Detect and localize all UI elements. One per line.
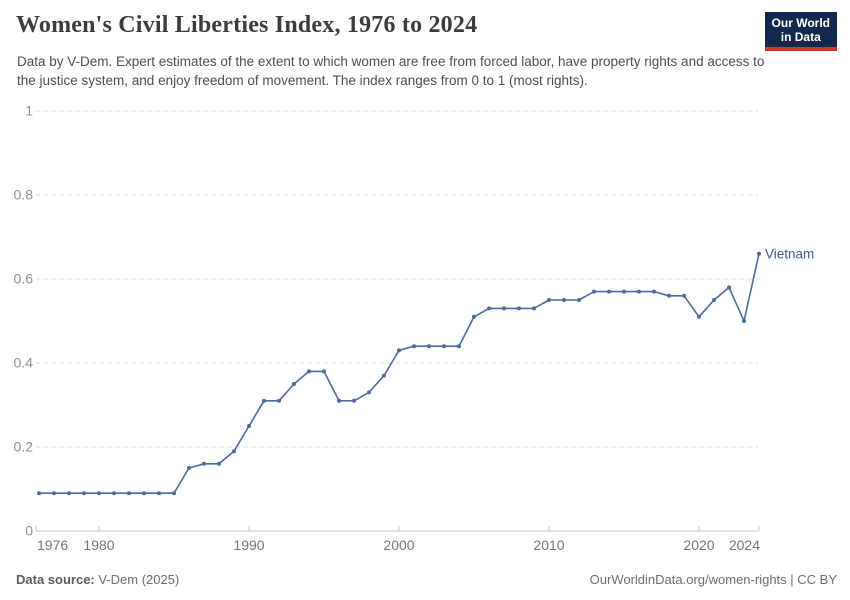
x-tick-label: 2024 [729,537,760,553]
data-point[interactable] [337,398,341,403]
data-point[interactable] [232,449,236,454]
data-point[interactable] [277,398,281,403]
data-point[interactable] [367,390,371,395]
data-point[interactable] [562,298,566,302]
data-point[interactable] [547,298,551,302]
owid-logo-line1: Our World [771,16,830,30]
data-point[interactable] [652,289,656,294]
data-point[interactable] [127,491,131,496]
data-point[interactable] [727,285,731,290]
data-point[interactable] [742,319,746,323]
data-point[interactable] [352,398,356,403]
y-tick-label: 0 [25,523,33,539]
data-point[interactable] [637,289,641,294]
x-tick-label: 1980 [83,537,114,553]
data-point[interactable] [142,491,146,496]
data-point[interactable] [487,306,491,311]
data-point[interactable] [292,382,296,386]
credit-link[interactable]: OurWorldinData.org/women-rights | CC BY [589,572,837,587]
data-source-label: Data source: [16,572,95,587]
data-point[interactable] [67,491,71,496]
data-point[interactable] [82,491,86,496]
data-point[interactable] [472,314,476,319]
chart-subtitle: Data by V-Dem. Expert estimates of the e… [17,54,765,89]
data-source: Data source: V-Dem (2025) [16,572,179,587]
data-point[interactable] [307,369,311,374]
data-point[interactable] [172,491,176,496]
series-label-vietnam[interactable]: Vietnam [765,246,814,261]
data-point[interactable] [712,298,716,302]
data-point[interactable] [607,289,611,294]
x-tick-label: 2000 [383,537,414,553]
data-point[interactable] [517,306,521,311]
data-point[interactable] [757,251,761,256]
data-point[interactable] [202,461,206,466]
data-point[interactable] [502,306,506,311]
x-tick-label: 2010 [533,537,564,553]
y-tick-label: 0.4 [14,355,34,371]
data-point[interactable] [667,293,671,298]
series-line-vietnam[interactable] [38,253,760,495]
x-tick-label: 1976 [37,537,68,553]
data-point[interactable] [322,369,326,374]
data-point[interactable] [52,491,56,496]
data-point[interactable] [97,491,101,496]
data-point[interactable] [247,424,251,428]
data-point[interactable] [592,289,596,294]
owid-logo-line2: in Data [780,30,821,44]
data-point[interactable] [382,373,386,378]
y-tick-label: 1 [25,103,33,119]
data-point[interactable] [682,293,686,298]
data-point[interactable] [427,344,431,349]
x-tick-label: 2020 [683,537,714,553]
data-point[interactable] [397,348,401,353]
data-point[interactable] [457,344,461,349]
y-tick-label: 0.6 [14,271,34,287]
data-point[interactable] [187,466,191,470]
data-source-value: V-Dem (2025) [98,572,180,587]
data-point[interactable] [37,491,41,496]
data-point[interactable] [157,491,161,496]
data-point[interactable] [412,344,416,349]
x-tick-label: 1990 [233,537,264,553]
data-point[interactable] [217,461,221,466]
y-tick-label: 0.2 [14,439,34,455]
data-point[interactable] [442,344,446,349]
data-point[interactable] [577,298,581,302]
data-point[interactable] [262,398,266,403]
data-point[interactable] [112,491,116,496]
y-tick-label: 0.8 [14,187,34,203]
data-point[interactable] [622,289,626,294]
data-point[interactable] [532,306,536,311]
data-point[interactable] [697,314,701,319]
owid-logo[interactable]: Our World in Data [764,12,837,51]
chart-title: Women's Civil Liberties Index, 1976 to 2… [16,12,478,38]
